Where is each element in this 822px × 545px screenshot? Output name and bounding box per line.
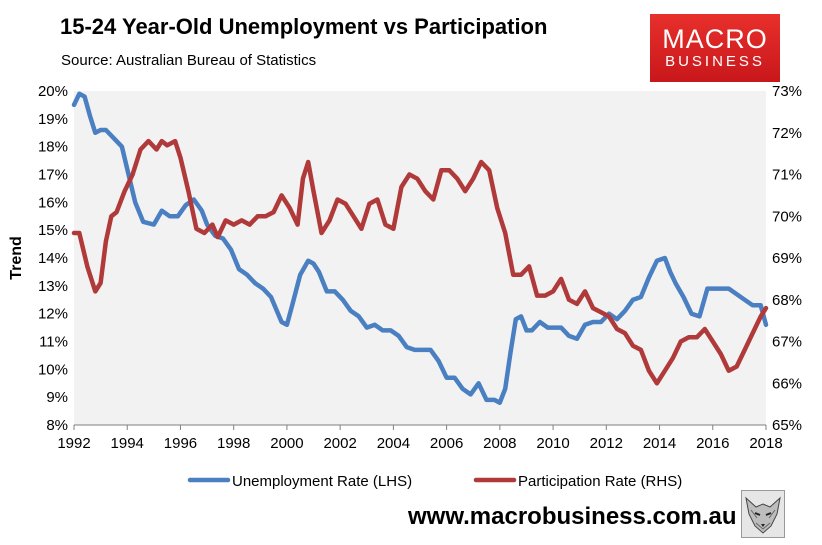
y-right-tick-label: 72% bbox=[772, 125, 802, 142]
y-right-tick-label: 67% bbox=[772, 334, 802, 351]
y-left-tick-label: 16% bbox=[38, 194, 68, 211]
x-tick-label: 2016 bbox=[696, 435, 729, 452]
x-tick-label: 2000 bbox=[270, 435, 303, 452]
x-tick-label: 1994 bbox=[111, 435, 144, 452]
logo-line-2: BUSINESS bbox=[665, 53, 765, 70]
participation-rate-line bbox=[71, 138, 769, 386]
y-left-tick-label: 17% bbox=[38, 167, 68, 184]
y-left-tick-label: 14% bbox=[38, 250, 68, 267]
y-right-tick-label: 70% bbox=[772, 208, 802, 225]
chart-source: Source: Australian Bureau of Statistics bbox=[61, 52, 317, 69]
y-right-tick-label: 73% bbox=[772, 83, 802, 100]
legend: Unemployment Rate (LHS) Participation Rat… bbox=[187, 473, 682, 490]
website-url: www.macrobusiness.com.au bbox=[408, 503, 737, 530]
x-tick-label: 1998 bbox=[217, 435, 250, 452]
y-right-tick-label: 68% bbox=[772, 292, 802, 309]
y-left-tick-label: 15% bbox=[38, 222, 68, 239]
legend-participation-label: Participation Rate (RHS) bbox=[518, 473, 682, 490]
x-tick-label: 2018 bbox=[749, 435, 782, 452]
legend-unemployment-label: Unemployment Rate (LHS) bbox=[232, 473, 412, 490]
x-tick-label: 2002 bbox=[323, 435, 356, 452]
y-left-tick-label: 19% bbox=[38, 111, 68, 128]
x-tick-label: 2012 bbox=[590, 435, 623, 452]
series bbox=[71, 91, 769, 405]
x-tick-label: 2008 bbox=[483, 435, 516, 452]
y-left-tick-label: 20% bbox=[38, 83, 68, 100]
y-left-tick-label: 10% bbox=[38, 361, 68, 378]
y-axis-label: Trend bbox=[8, 236, 25, 280]
y-left-tick-label: 12% bbox=[38, 306, 68, 323]
y-right-tick-label: 65% bbox=[772, 417, 802, 434]
y-left-tick-label: 18% bbox=[38, 139, 68, 156]
x-tick-label: 2014 bbox=[643, 435, 676, 452]
macrobusiness-logo: MACRO BUSINESS bbox=[650, 14, 780, 82]
unemployment-rate-line bbox=[71, 91, 769, 405]
y-right-tick-label: 69% bbox=[772, 250, 802, 267]
y-right-tick-label: 66% bbox=[772, 375, 802, 392]
axes: 8% 9% 10% 11% 12% 13% 14% 15% 16% 17% 18% 19% 20% 65%… bbox=[38, 83, 802, 452]
x-tick-label: 2004 bbox=[377, 435, 410, 452]
y-left-tick-label: 11% bbox=[39, 334, 68, 351]
x-tick-label: 1992 bbox=[57, 435, 90, 452]
y-left-tick-label: 8% bbox=[46, 417, 68, 434]
logo-line-1: MACRO bbox=[662, 24, 768, 54]
y-right-tick-label: 71% bbox=[772, 167, 802, 184]
x-tick-label: 1996 bbox=[164, 435, 197, 452]
fox-icon bbox=[741, 490, 785, 538]
y-left-tick-label: 9% bbox=[46, 389, 68, 406]
x-tick-label: 2006 bbox=[430, 435, 463, 452]
y-left-tick-label: 13% bbox=[38, 278, 68, 295]
chart-title: 15-24 Year-Old Unemployment vs Participa… bbox=[60, 14, 548, 39]
x-tick-label: 2010 bbox=[536, 435, 569, 452]
